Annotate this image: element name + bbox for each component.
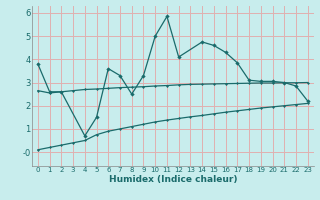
X-axis label: Humidex (Indice chaleur): Humidex (Indice chaleur) [108, 175, 237, 184]
